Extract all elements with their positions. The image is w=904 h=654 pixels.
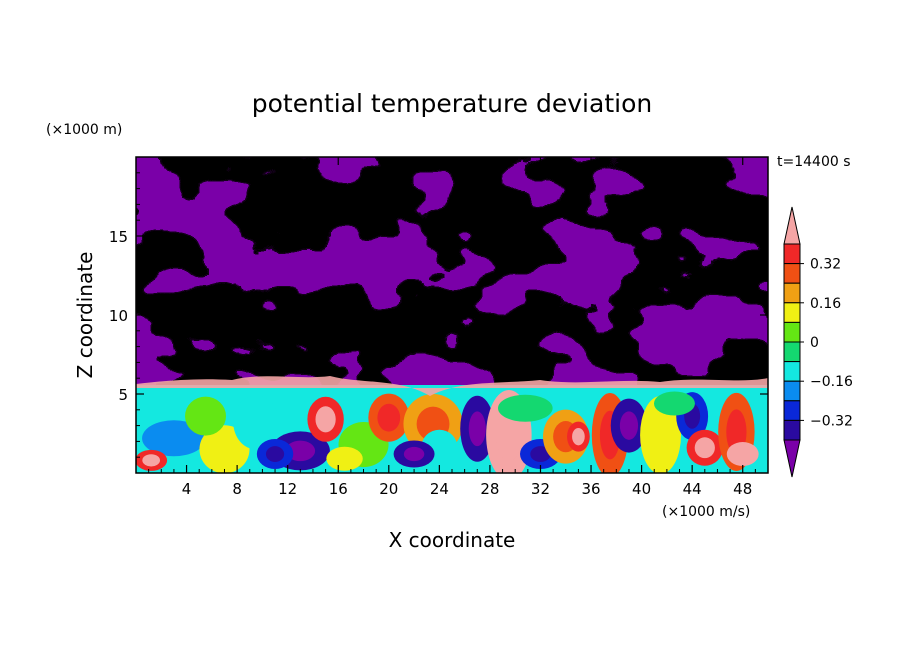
plot-area (136, 157, 768, 473)
eddy-core-21 (265, 446, 285, 462)
eddy-24 (498, 394, 553, 422)
eddy-core-20 (733, 447, 752, 461)
eddy-core-13 (572, 427, 585, 446)
colorbar-segment-3 (783, 380, 801, 402)
colorbar-segment-8 (783, 282, 801, 304)
chart-title: potential temperature deviation (252, 89, 652, 118)
y-axis: 5 10 15 (109, 172, 768, 458)
colorbar-segment-6 (783, 321, 801, 343)
colorbar-segment-5 (783, 341, 801, 363)
colorbar-label: 0 (810, 335, 819, 351)
colorbar-label: −0.32 (810, 413, 853, 429)
eddy-core-4 (315, 406, 336, 433)
colorbar-segment-2 (783, 400, 801, 421)
eddy-25 (653, 391, 695, 416)
eddy-2 (233, 395, 279, 450)
x-axis-label: X coordinate (389, 528, 516, 552)
eddy-27 (326, 446, 363, 471)
y-tick-label-15: 15 (109, 228, 128, 246)
colorbar-bottom-arrow (783, 439, 801, 478)
x-tick-label-48: 48 (733, 480, 752, 498)
eddy-core-6 (377, 403, 401, 432)
eddy-core-9 (468, 411, 486, 447)
colorbar-segment-10 (783, 243, 801, 265)
colorbar-top-arrow (783, 206, 801, 245)
eddy-core-10 (496, 409, 522, 462)
x-tick-label-44: 44 (683, 480, 702, 498)
y-axis-label: Z coordinate (73, 252, 97, 379)
colorbar-segment-4 (783, 361, 801, 382)
x-tick-label-4: 4 (182, 480, 192, 498)
x-tick-label-32: 32 (531, 480, 550, 498)
layer-boundary (136, 376, 768, 396)
eddy-core-11 (530, 446, 551, 462)
x-tick-label-16: 16 (329, 480, 348, 498)
eddy-16 (640, 396, 682, 473)
y-unit-label: (×1000 m) (46, 122, 122, 138)
colorbar-label: 0.32 (810, 257, 841, 273)
eddy-core-18 (694, 437, 715, 459)
eddy-22 (185, 396, 226, 436)
x-tick-label-40: 40 (632, 480, 651, 498)
x-tick-label-8: 8 (232, 480, 242, 498)
x-axis: 4 8 12 16 20 24 28 32 36 40 44 48 (148, 157, 756, 498)
x-tick-label-12: 12 (278, 480, 297, 498)
x-tick-label-24: 24 (430, 480, 449, 498)
x-tick-label-20: 20 (379, 480, 398, 498)
x-tick-label-28: 28 (480, 480, 499, 498)
eddy-1 (199, 425, 250, 473)
x-unit-label: (×1000 m/s) (662, 504, 750, 520)
eddy-0 (142, 420, 206, 457)
y-tick-label-5: 5 (118, 386, 128, 404)
lower-layer-eddies (136, 390, 759, 473)
eddy-core-15 (619, 411, 639, 440)
eddy-core-26 (142, 454, 161, 467)
colorbar-label: 0.16 (810, 296, 841, 312)
time-label: t=14400 s (777, 154, 851, 170)
colorbar-segment-1 (783, 419, 801, 441)
colorbar-label: −0.16 (810, 374, 853, 390)
colorbar: 0.32 0.16 0 −0.16 −0.32 (783, 206, 853, 478)
upper-layer-positive (136, 157, 768, 385)
colorbar-segment-9 (783, 263, 801, 284)
y-tick-label-10: 10 (109, 307, 128, 325)
x-tick-label-36: 36 (581, 480, 600, 498)
eddy-core-23 (403, 446, 425, 462)
colorbar-segment-7 (783, 302, 801, 323)
